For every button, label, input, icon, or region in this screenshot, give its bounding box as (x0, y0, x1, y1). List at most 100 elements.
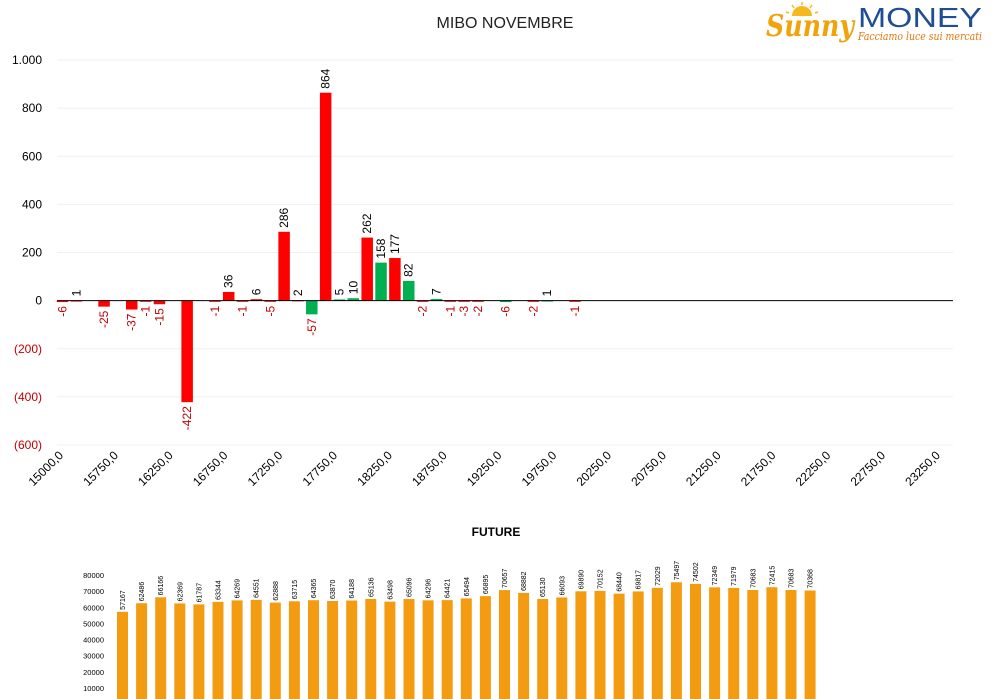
future-data-label: 72349 (712, 566, 719, 586)
future-bar (327, 601, 339, 699)
future-bar (155, 597, 167, 699)
data-label: 286 (277, 207, 291, 227)
bar (236, 300, 249, 302)
bar (458, 300, 470, 302)
future-data-label: 70152 (598, 569, 605, 589)
x-tick-label: 22250,0 (793, 448, 834, 489)
data-label: -5 (263, 306, 277, 317)
sunny-money-logo: Sunny MONEY Facciamo luce sui mercati (766, 2, 982, 44)
future-bar (651, 587, 663, 699)
future-data-label: 75497 (674, 561, 681, 581)
future-y-tick-label: 60000 (83, 603, 104, 612)
future-bar (193, 604, 205, 699)
future-data-label: 70368 (808, 569, 815, 589)
future-bar (804, 590, 816, 699)
bar (527, 300, 540, 302)
bar (126, 300, 138, 310)
future-data-label: 70657 (502, 568, 509, 588)
future-data-label: 64551 (254, 578, 261, 598)
future-bar (575, 591, 587, 699)
future-bar (136, 603, 148, 699)
bar (430, 298, 443, 301)
x-tick-label: 16250,0 (135, 448, 176, 489)
x-tick-label: 16750,0 (190, 448, 231, 489)
future-bar (117, 611, 128, 699)
y-tick-label: 600 (22, 149, 42, 163)
y-tick-label: (200) (14, 342, 42, 356)
future-bar (308, 600, 319, 699)
data-label: -1 (208, 306, 222, 317)
future-data-label: 65096 (407, 577, 414, 597)
future-data-label: 74502 (693, 562, 700, 582)
future-y-tick-label: 80000 (83, 571, 104, 580)
data-label: 36 (222, 274, 236, 288)
data-label: 2 (291, 289, 305, 296)
data-label: -2 (471, 306, 485, 317)
future-data-label: 69890 (578, 570, 585, 590)
data-label: 177 (388, 234, 402, 254)
future-data-label: 66166 (158, 576, 165, 596)
future-bar (709, 587, 721, 699)
future-data-label: 64269 (235, 579, 242, 599)
bar (98, 300, 110, 307)
data-label: -3 (457, 306, 471, 317)
x-tick-label: 20750,0 (628, 448, 669, 489)
y-tick-label: 800 (22, 101, 42, 115)
bar (153, 300, 166, 305)
future-bar (422, 600, 434, 699)
bar (139, 300, 152, 302)
bar (403, 280, 415, 301)
future-data-label: 65130 (540, 577, 547, 597)
data-label: 864 (319, 68, 333, 88)
future-bar (785, 590, 797, 699)
future-bar (174, 603, 186, 699)
y-tick-label: 400 (22, 197, 42, 211)
bar (209, 300, 221, 302)
data-label: 158 (374, 238, 388, 258)
future-data-label: 64296 (426, 579, 433, 599)
y-tick-label: 200 (22, 246, 42, 260)
data-label: -1 (139, 306, 153, 317)
x-tick-label: 22750,0 (848, 448, 889, 489)
bar (499, 300, 512, 303)
data-label: 1 (69, 289, 83, 296)
mibo-open-interest-chart: MIBO NOVEMBRE 1.000 800 600 400 200 0 (200) (400… (12, 15, 953, 489)
data-label: -15 (152, 308, 166, 326)
chart-title: MIBO NOVEMBRE (437, 15, 574, 32)
future-data-label: 62888 (273, 581, 280, 601)
future-bar (403, 599, 415, 699)
future-data-label: 64365 (311, 579, 318, 599)
data-label: -1 (443, 306, 457, 317)
data-label: -57 (305, 318, 319, 336)
future-y-tick-label: 30000 (83, 652, 104, 661)
future-bar (346, 600, 358, 699)
future-y-tick-label: 40000 (83, 636, 104, 645)
bar (306, 300, 318, 315)
data-label: -2 (526, 306, 540, 317)
future-bar (365, 598, 377, 699)
x-tick-label: 21250,0 (683, 448, 724, 489)
future-bar (269, 602, 281, 699)
future-data-label: 70683 (750, 568, 757, 588)
data-label: 6 (249, 288, 263, 295)
x-tick-label: 17750,0 (300, 448, 341, 489)
data-label: 7 (429, 288, 443, 295)
future-data-label: 57167 (120, 590, 127, 610)
y-tick-label: (600) (14, 438, 42, 452)
bar (264, 300, 276, 302)
future-bar (460, 598, 472, 699)
future-data-label: 64421 (445, 579, 452, 599)
future-y-tick-label: 70000 (83, 587, 104, 596)
x-tick-label: 19750,0 (519, 448, 560, 489)
future-bar (766, 587, 778, 699)
data-label: 262 (360, 213, 374, 233)
future-y-tick-label: 10000 (83, 684, 104, 693)
future-data-label: 64188 (349, 579, 356, 599)
future-bar (537, 598, 549, 699)
future-data-label: 69817 (636, 570, 643, 590)
logo-sunny-text: Sunny (766, 9, 856, 44)
bar (444, 300, 457, 302)
future-data-label: 70683 (789, 568, 796, 588)
future-data-label: 61787 (196, 583, 203, 603)
data-label: 5 (333, 288, 347, 295)
